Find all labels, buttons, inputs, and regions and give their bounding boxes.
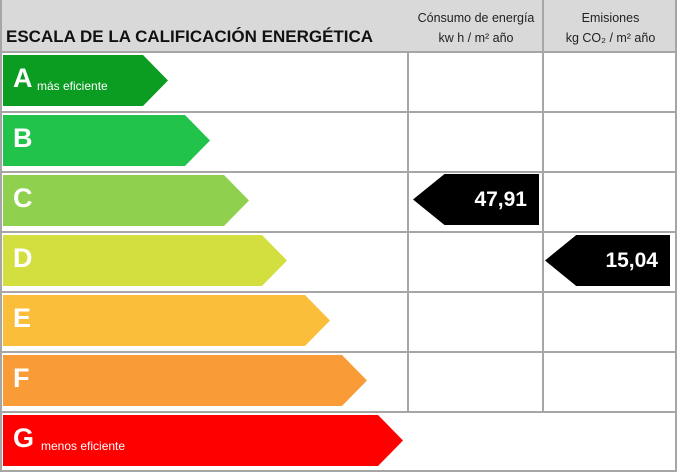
rating-letter: G bbox=[13, 423, 35, 453]
grid-line bbox=[0, 0, 2, 472]
rating-arrow-d: D bbox=[3, 235, 287, 286]
header: ESCALA DE LA CALIFICACIÓN ENERGÉTICA Cón… bbox=[0, 0, 677, 53]
emissions-column-header: Emisiones kg CO₂ / m² año bbox=[544, 8, 677, 48]
emissions-value-arrow: 15,04 bbox=[545, 235, 670, 286]
rating-letter: C bbox=[13, 183, 33, 213]
grid-line bbox=[0, 470, 677, 472]
grid-line bbox=[542, 0, 544, 412]
rating-letter: A bbox=[13, 63, 33, 93]
rating-letter: E bbox=[13, 303, 32, 333]
grid-line bbox=[0, 291, 677, 293]
rating-arrow-c: C bbox=[3, 175, 249, 226]
page-title: ESCALA DE LA CALIFICACIÓN ENERGÉTICA bbox=[6, 27, 374, 46]
grid-line bbox=[0, 231, 677, 233]
rating-arrow-e: E bbox=[3, 295, 330, 346]
grid-line bbox=[0, 411, 677, 413]
grid-line bbox=[0, 351, 677, 353]
rating-letter: D bbox=[13, 243, 33, 273]
rating-arrow-b: B bbox=[3, 115, 210, 166]
grid-line bbox=[675, 0, 677, 472]
rating-letter: F bbox=[13, 363, 30, 393]
emissions-header-line1: Emisiones bbox=[581, 11, 640, 25]
energy-header-unit: kw h / m² año bbox=[438, 31, 514, 45]
energy-value-arrow: 47,91 bbox=[413, 174, 539, 225]
grid-line bbox=[0, 111, 677, 113]
rating-arrow-f: F bbox=[3, 355, 367, 406]
energy-column-header: Cónsumo de energía kw h / m² año bbox=[409, 8, 543, 48]
rating-label: menos eficiente bbox=[41, 439, 126, 453]
rating-label: más eficiente bbox=[37, 79, 108, 93]
rating-letter: B bbox=[13, 123, 33, 153]
grid-line bbox=[0, 171, 677, 173]
energy-header-line1: Cónsumo de energía bbox=[417, 11, 535, 25]
emissions-header-unit: kg CO₂ / m² año bbox=[565, 31, 656, 45]
